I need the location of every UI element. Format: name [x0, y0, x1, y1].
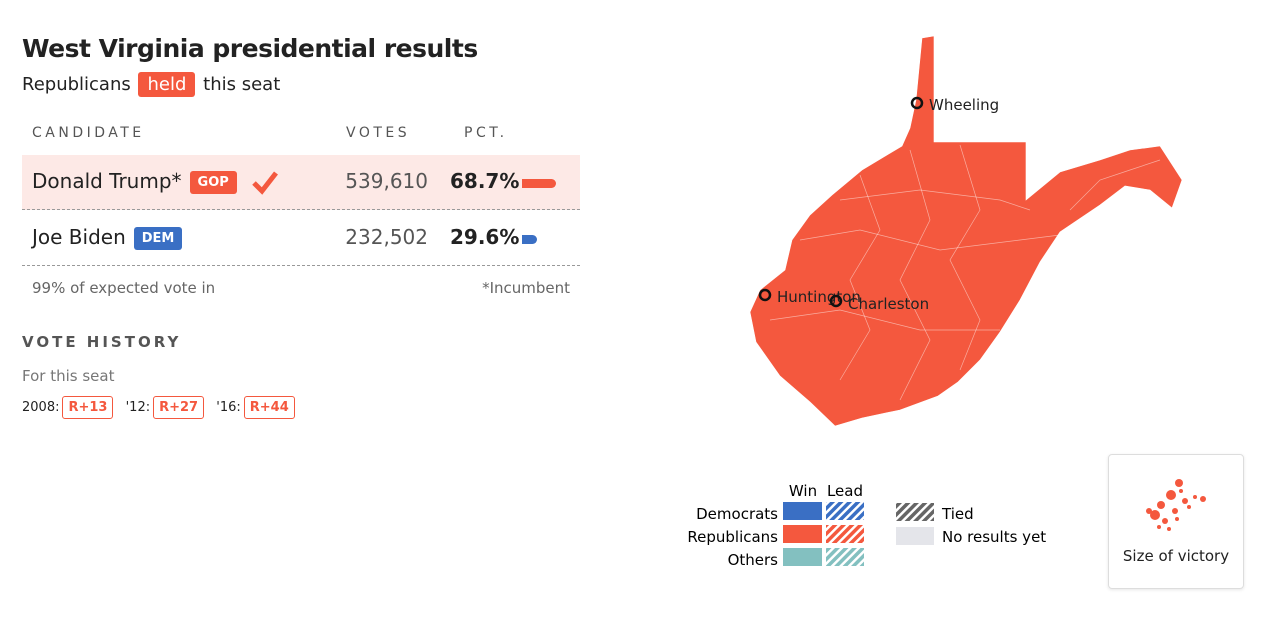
button-icon [1146, 479, 1206, 531]
legend-swatch [896, 503, 934, 521]
pct: 68.7% [450, 169, 520, 193]
party-badge: DEM [133, 227, 183, 250]
city-marker [758, 288, 772, 302]
votes: 232,502 [345, 225, 428, 249]
title: West Virginia presidential results [22, 34, 478, 63]
legend-swatch [826, 525, 864, 543]
pct: 29.6% [450, 225, 520, 249]
legend-label: Tied [941, 505, 974, 523]
legend-column: Win [789, 482, 817, 500]
column-header: PCT. [464, 125, 508, 141]
legend-label: Democrats [696, 505, 778, 523]
legend-swatch [783, 548, 822, 566]
city-marker [829, 294, 843, 308]
subtitle: Republicans held this seat [22, 72, 281, 97]
county-lines [769, 144, 1161, 401]
state-map [749, 35, 1183, 427]
held-badge: held [138, 72, 196, 97]
city-label: Charleston [848, 295, 929, 313]
candidate-row: Joe Biden DEM 232,502 29.6% [22, 211, 580, 266]
legend-label: No results yet [942, 528, 1046, 546]
dots [1146, 479, 1206, 531]
legend-swatch [826, 548, 864, 566]
history-year: 2008: [22, 400, 60, 415]
legend-label: Others [728, 551, 779, 569]
candidate-row: Donald Trump* GOP 539,610 68.7% [22, 155, 580, 210]
column-header: CANDIDATE [32, 125, 145, 141]
history-margin: R+44 [243, 396, 295, 419]
legend-swatch [896, 527, 934, 545]
subtitle-text: Republicans [22, 74, 131, 95]
legend-swatch [783, 502, 822, 520]
candidate-name: Donald Trump* [32, 169, 182, 193]
votes: 539,610 [345, 169, 428, 193]
history-year: '16: [216, 400, 241, 415]
candidate: Donald Trump* GOP [32, 169, 279, 196]
legend-swatch [826, 502, 864, 520]
winner-check [252, 170, 279, 195]
history-margin: R+27 [153, 396, 205, 419]
party-badge: GOP [189, 171, 237, 194]
history: 2008: R+13 '12: R+27 '16: R+44 [22, 396, 303, 419]
legend-label: Republicans [687, 528, 778, 546]
city-label: Wheeling [929, 96, 999, 114]
pct-bar [522, 179, 557, 188]
column-header: VOTES [346, 125, 411, 141]
candidate-name: Joe Biden [32, 225, 126, 249]
footnote: 99% of expected vote in [32, 279, 216, 297]
candidate: Joe Biden DEM [32, 225, 183, 250]
legend-column: Lead [827, 482, 863, 500]
history-title: VOTE HISTORY [22, 333, 182, 351]
button-label[interactable]: Size of victory [1122, 547, 1230, 565]
legend-swatch [783, 525, 822, 543]
incumbent-note: *Incumbent [482, 279, 570, 297]
city-marker [910, 96, 924, 110]
subtitle-text: this seat [203, 74, 281, 95]
history-subtitle: For this seat [22, 367, 115, 385]
history-margin: R+13 [62, 396, 114, 419]
size-of-victory-button[interactable]: Size of victory [1108, 454, 1244, 589]
history-year: '12: [125, 400, 151, 415]
pct-bar [522, 235, 537, 244]
